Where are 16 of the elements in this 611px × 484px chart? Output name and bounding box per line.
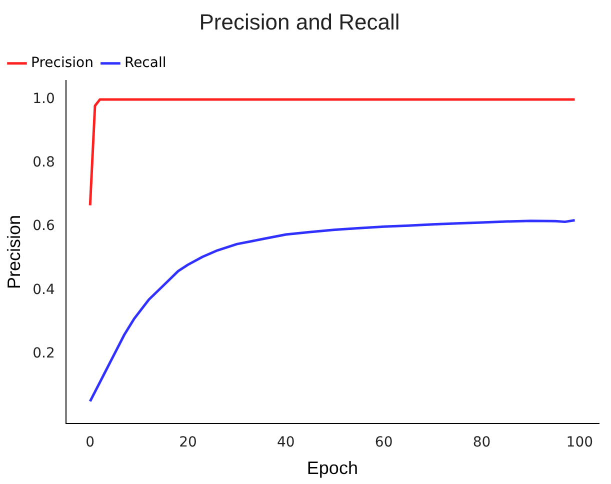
x-axis-title: Epoch [306, 458, 358, 478]
legend-label: Precision [31, 55, 94, 72]
x-tick-label: 0 [86, 434, 95, 451]
x-tick-label: 100 [566, 434, 594, 451]
x-tick-label: 80 [472, 434, 491, 451]
y-axis-title: Precision [4, 214, 24, 290]
chart-title: Precision and Recall [199, 9, 400, 34]
y-tick-label: 1.0 [32, 91, 55, 108]
y-tick-label: 0.4 [32, 282, 55, 298]
y-tick-label: 0.6 [32, 218, 55, 234]
x-tick-label: 40 [277, 434, 295, 451]
y-tick-label: 0.8 [32, 154, 55, 171]
x-tick-label: 20 [179, 434, 197, 451]
legend-label: Recall [124, 55, 166, 72]
x-tick-label: 60 [374, 434, 393, 451]
y-tick-label: 0.2 [32, 345, 55, 362]
